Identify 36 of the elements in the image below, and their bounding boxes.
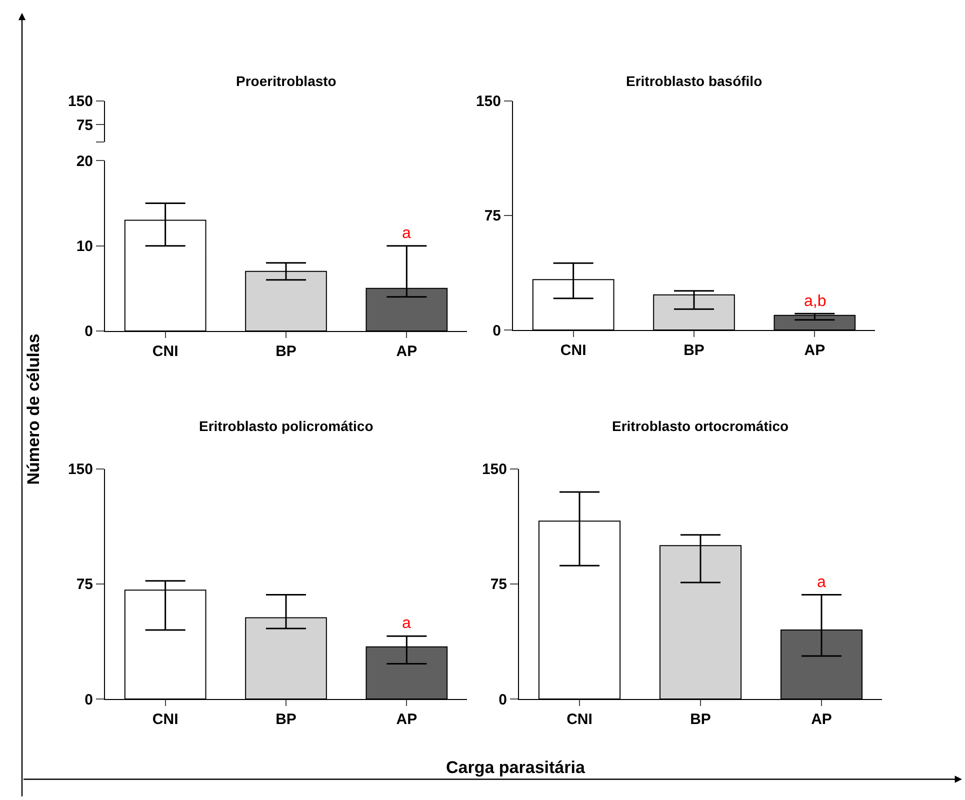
chart-title: Proeritroblasto <box>236 73 336 89</box>
y-tick-label: 75 <box>490 576 507 594</box>
annotation: a <box>402 615 411 632</box>
annotation: a,b <box>804 293 826 310</box>
y-tick-label: 0 <box>498 691 507 708</box>
x-tick-label: BP <box>684 342 704 360</box>
x-tick-label: CNI <box>152 342 178 360</box>
x-tick-label: BP <box>276 342 296 360</box>
y-tick-label: 150 <box>476 93 501 110</box>
y-tick-label: 0 <box>84 323 93 340</box>
chart-title: Eritroblasto basófilo <box>626 73 762 89</box>
x-tick-label: BP <box>690 710 711 728</box>
y-tick-label: 75 <box>484 208 501 225</box>
x-tick-label: AP <box>804 342 826 360</box>
x-tick-label: AP <box>396 710 418 728</box>
y-tick-label: 20 <box>76 152 93 170</box>
x-tick-label: CNI <box>152 710 178 728</box>
x-axis-title: Carga parasitária <box>446 758 586 777</box>
y-tick-label: 150 <box>68 461 93 478</box>
y-tick-label: 0 <box>84 691 93 708</box>
x-tick-label: BP <box>276 710 296 728</box>
x-tick-label: CNI <box>560 342 586 360</box>
x-tick-label: AP <box>396 342 418 360</box>
y-axis-title: Número de células <box>24 334 44 485</box>
annotation: a <box>817 574 826 591</box>
annotation: a <box>402 225 411 242</box>
chart-title: Eritroblasto policromático <box>199 418 374 434</box>
x-tick-label: AP <box>811 710 832 728</box>
chart-title: Eritroblasto ortocromático <box>612 418 789 434</box>
y-tick-label: 10 <box>76 238 93 256</box>
y-tick-label: 150 <box>482 461 507 478</box>
y-tick-label: 75 <box>76 576 93 594</box>
x-tick-label: CNI <box>566 710 592 728</box>
y-tick-label: 0 <box>492 322 501 340</box>
y-tick-label: 150 <box>68 93 93 110</box>
y-tick-label: 75 <box>76 116 93 134</box>
